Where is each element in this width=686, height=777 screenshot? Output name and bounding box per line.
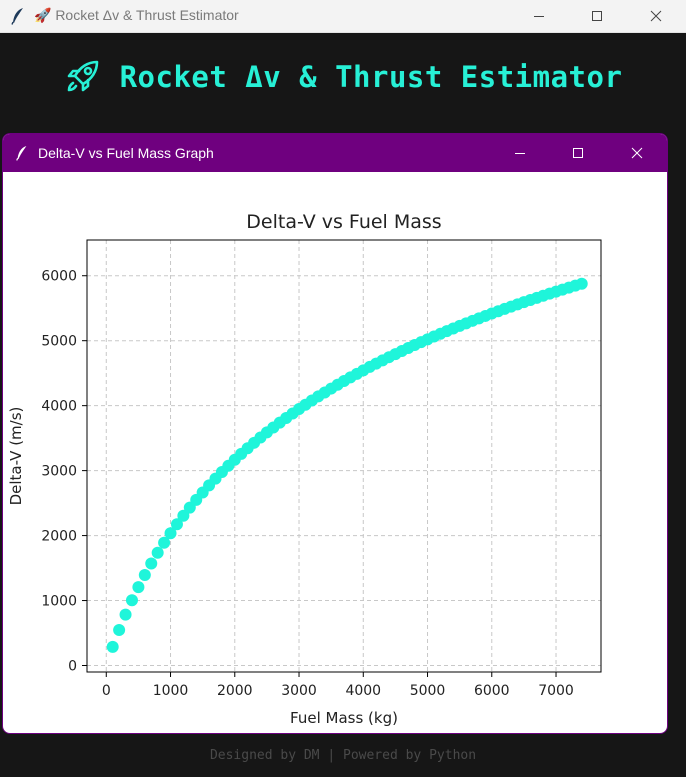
feather-icon (16, 146, 27, 161)
close-icon (631, 147, 643, 159)
y-tick-label: 0 (68, 659, 77, 675)
data-point (177, 509, 190, 522)
graph-maximize-button[interactable] (549, 134, 607, 172)
chart-ticks: 0 1000 2000 3000 4000 5000 6000 7000 0 1000 2000 30… (41, 269, 573, 699)
y-tick-label: 6000 (41, 269, 77, 285)
y-tick-label: 5000 (41, 334, 77, 350)
data-point (113, 624, 126, 637)
maximize-button[interactable] (568, 0, 626, 32)
minimize-button[interactable] (510, 0, 568, 32)
data-point (151, 546, 164, 559)
data-point (575, 277, 588, 290)
window-titlebar[interactable]: 🚀 Rocket Δv & Thrust Estimator (0, 0, 686, 33)
x-tick-label: 2000 (217, 683, 253, 699)
x-tick-label: 3000 (281, 683, 317, 699)
axes-frame (86, 239, 602, 673)
y-axis-label: Delta-V (m/s) (7, 407, 25, 506)
chart-title: Delta-V vs Fuel Mass (246, 211, 441, 233)
footer-credit: Designed by DM | Powered by Python (209, 748, 477, 763)
graph-close-button[interactable] (608, 134, 666, 172)
maximize-icon (573, 148, 583, 158)
data-point (106, 640, 119, 653)
maximize-icon (592, 11, 602, 21)
rocket-icon (67, 60, 98, 92)
chart-grid (87, 240, 601, 672)
data-point (170, 518, 183, 531)
minimize-icon (534, 16, 544, 17)
x-tick-label: 5000 (410, 683, 446, 699)
graph-window: Delta-V vs Fuel Mass Graph 0 1000 2000 3000… (2, 133, 668, 734)
app-heading: Rocket Δv & Thrust Estimator (0, 52, 686, 102)
y-tick-label: 1000 (41, 594, 77, 610)
feather-icon (11, 8, 23, 25)
data-point (125, 594, 138, 607)
close-icon (650, 10, 662, 22)
data-point (158, 536, 171, 549)
y-tick-label: 4000 (41, 399, 77, 415)
minimize-icon (515, 153, 525, 154)
x-tick-label: 4000 (345, 683, 381, 699)
y-tick-label: 2000 (41, 529, 77, 545)
data-point (145, 557, 158, 570)
x-tick-label: 1000 (153, 683, 189, 699)
data-point (138, 568, 151, 581)
y-tick-label: 3000 (41, 464, 77, 480)
data-point (132, 581, 145, 594)
window-title: 🚀 Rocket Δv & Thrust Estimator (34, 7, 239, 23)
delta-v-chart: 0 1000 2000 3000 4000 5000 6000 7000 0 1000 2000 30… (7, 211, 602, 727)
x-tick-label: 6000 (474, 683, 510, 699)
data-point (119, 608, 132, 621)
graph-window-title: Delta-V vs Fuel Mass Graph (38, 145, 214, 161)
close-button[interactable] (627, 0, 685, 32)
x-tick-label: 7000 (538, 683, 574, 699)
app-title: Rocket Δv & Thrust Estimator (119, 60, 623, 94)
chart-points (106, 277, 588, 653)
x-tick-label: 0 (102, 683, 111, 699)
graph-minimize-button[interactable] (491, 134, 549, 172)
data-point (164, 527, 177, 540)
x-axis-label: Fuel Mass (kg) (290, 709, 398, 727)
graph-window-titlebar[interactable]: Delta-V vs Fuel Mass Graph (3, 134, 667, 172)
